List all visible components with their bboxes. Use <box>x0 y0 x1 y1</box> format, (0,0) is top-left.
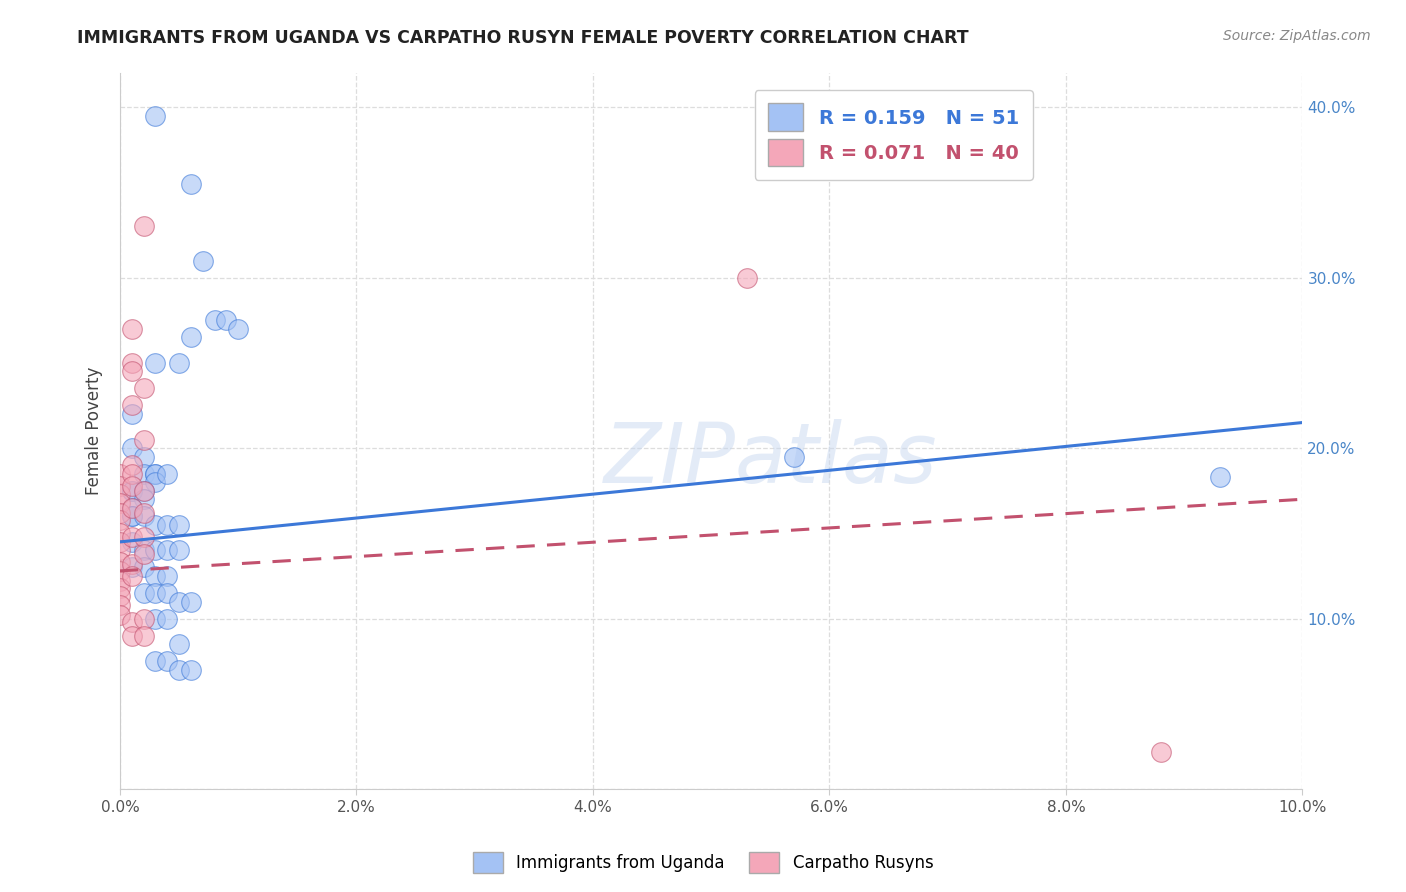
Point <box>156 517 179 532</box>
Point <box>132 547 155 561</box>
Point <box>108 513 131 527</box>
Point <box>132 560 155 574</box>
Point <box>132 483 155 498</box>
Point <box>121 509 143 524</box>
Point <box>145 517 167 532</box>
Point <box>121 509 143 524</box>
Point <box>108 467 131 481</box>
Point <box>108 555 131 569</box>
Point <box>180 663 202 677</box>
Point <box>121 629 143 643</box>
Point <box>132 467 155 481</box>
Point <box>132 433 155 447</box>
Point <box>132 612 155 626</box>
Point <box>121 478 143 492</box>
Point <box>108 564 131 578</box>
Text: ZIPatlas: ZIPatlas <box>603 419 938 500</box>
Point <box>132 381 155 395</box>
Point <box>121 535 143 549</box>
Point <box>132 543 155 558</box>
Point <box>121 407 143 421</box>
Point <box>108 487 131 501</box>
Point <box>180 177 202 191</box>
Point <box>1149 745 1171 759</box>
Point <box>167 517 190 532</box>
Point <box>121 557 143 571</box>
Point <box>108 590 131 604</box>
Legend: R = 0.159   N = 51, R = 0.071   N = 40: R = 0.159 N = 51, R = 0.071 N = 40 <box>755 90 1032 180</box>
Point <box>121 356 143 370</box>
Point <box>108 581 131 595</box>
Point <box>145 475 167 490</box>
Point <box>132 219 155 234</box>
Point <box>108 496 131 510</box>
Text: IMMIGRANTS FROM UGANDA VS CARPATHO RUSYN FEMALE POVERTY CORRELATION CHART: IMMIGRANTS FROM UGANDA VS CARPATHO RUSYN… <box>77 29 969 46</box>
Point <box>132 586 155 600</box>
Point <box>156 543 179 558</box>
Point <box>145 109 167 123</box>
Point <box>145 612 167 626</box>
Point <box>167 594 190 608</box>
Point <box>132 530 155 544</box>
Point <box>108 478 131 492</box>
Point <box>156 569 179 583</box>
Point <box>121 399 143 413</box>
Point <box>145 569 167 583</box>
Point <box>145 543 167 558</box>
Point <box>132 506 155 520</box>
Point <box>156 586 179 600</box>
Point <box>132 450 155 464</box>
Point <box>735 270 758 285</box>
Point <box>121 483 143 498</box>
Point <box>156 467 179 481</box>
Point <box>167 663 190 677</box>
Point <box>191 253 214 268</box>
Point <box>121 458 143 472</box>
Text: Source: ZipAtlas.com: Source: ZipAtlas.com <box>1223 29 1371 43</box>
Point <box>180 594 202 608</box>
Point <box>121 560 143 574</box>
Point <box>121 615 143 629</box>
Point <box>145 467 167 481</box>
Point <box>156 654 179 668</box>
Point <box>121 441 143 455</box>
Point <box>132 492 155 507</box>
Point <box>180 330 202 344</box>
Point <box>121 483 143 498</box>
Point <box>132 629 155 643</box>
Point <box>167 543 190 558</box>
Point <box>226 322 249 336</box>
Point <box>215 313 238 327</box>
Point <box>1209 470 1232 484</box>
Point <box>121 364 143 378</box>
Legend: Immigrants from Uganda, Carpatho Rusyns: Immigrants from Uganda, Carpatho Rusyns <box>465 846 941 880</box>
Point <box>145 467 167 481</box>
Point <box>204 313 226 327</box>
Point <box>132 509 155 524</box>
Point <box>132 483 155 498</box>
Point <box>145 356 167 370</box>
Point <box>121 500 143 515</box>
Point <box>145 586 167 600</box>
Y-axis label: Female Poverty: Female Poverty <box>86 367 103 495</box>
Point <box>121 569 143 583</box>
Point <box>167 356 190 370</box>
Point <box>108 574 131 588</box>
Point <box>108 506 131 520</box>
Point <box>121 322 143 336</box>
Point <box>167 637 190 651</box>
Point <box>108 608 131 623</box>
Point <box>121 530 143 544</box>
Point <box>121 500 143 515</box>
Point <box>108 526 131 541</box>
Point <box>108 598 131 612</box>
Point <box>121 467 143 481</box>
Point <box>145 654 167 668</box>
Point <box>156 612 179 626</box>
Point <box>783 450 806 464</box>
Point <box>108 535 131 549</box>
Point <box>108 543 131 558</box>
